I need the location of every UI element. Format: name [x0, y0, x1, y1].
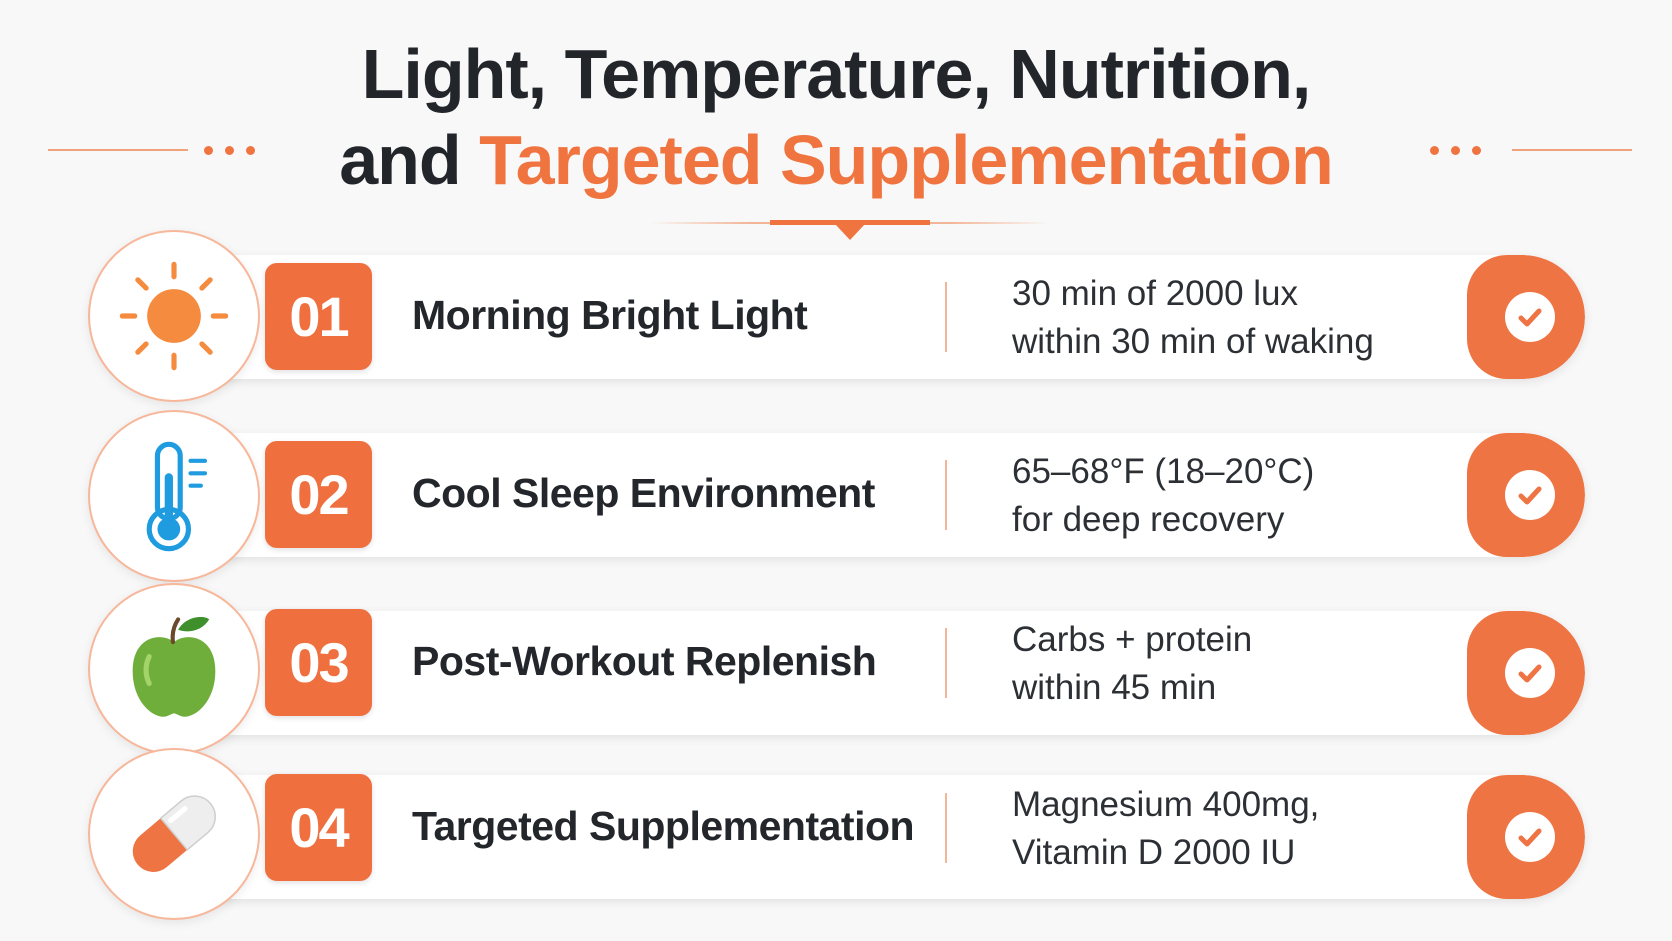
list-item: 01 Morning Bright Light 30 min of 2000 l…	[0, 230, 1672, 402]
item-number: 03	[265, 609, 372, 716]
right-divider-line	[1512, 149, 1632, 151]
page-title-line-1: Light, Temperature, Nutrition,	[361, 35, 1312, 113]
item-title: Targeted Supplementation	[412, 803, 915, 849]
check-tab	[1467, 255, 1585, 379]
header: Light, Temperature, Nutrition, and Targe…	[0, 0, 1672, 240]
item-detail-line1: Magnesium 400mg,	[1012, 785, 1320, 824]
check-icon	[1505, 292, 1555, 342]
item-number: 01	[265, 263, 372, 370]
item-detail-line2: within 30 min of waking	[1012, 322, 1374, 361]
check-icon	[1505, 470, 1555, 520]
item-detail-line1: 65–68°F (18–20°C)	[1012, 452, 1315, 491]
check-icon	[1505, 812, 1555, 862]
capsule-icon	[88, 748, 260, 920]
sun-icon	[88, 230, 260, 402]
item-detail: Magnesium 400mg, Vitamin D 2000 IU	[1012, 781, 1319, 877]
item-card	[200, 775, 1585, 899]
item-card	[200, 433, 1585, 557]
item-detail-line1: Carbs + protein	[1012, 620, 1253, 659]
item-title: Cool Sleep Environment	[412, 470, 875, 516]
item-detail-line1: 30 min of 2000 lux	[1012, 274, 1299, 313]
item-card	[200, 611, 1585, 735]
item-detail: 65–68°F (18–20°C) for deep recovery	[1012, 448, 1314, 544]
item-divider	[945, 460, 947, 530]
left-divider-line	[48, 149, 188, 151]
item-detail-line2: for deep recovery	[1012, 500, 1285, 539]
right-dots	[1430, 141, 1481, 159]
check-tab	[1467, 611, 1585, 735]
item-card	[200, 255, 1585, 379]
item-detail-line2: Vitamin D 2000 IU	[1012, 833, 1296, 872]
item-detail: 30 min of 2000 lux within 30 min of waki…	[1012, 270, 1374, 366]
item-detail-line2: within 45 min	[1012, 668, 1217, 707]
item-divider	[945, 282, 947, 352]
check-tab	[1467, 775, 1585, 899]
page-title-line-2: and Targeted Supplementation	[0, 120, 1672, 200]
check-icon	[1505, 648, 1555, 698]
check-tab	[1467, 433, 1585, 557]
list-item: 04 Targeted Supplementation Magnesium 40…	[0, 748, 1672, 920]
list-item: 03 Post-Workout Replenish Carbs + protei…	[0, 583, 1672, 755]
item-divider	[945, 793, 947, 863]
list-item: 02 Cool Sleep Environment 65–68°F (18–20…	[0, 410, 1672, 582]
thermometer-icon	[88, 410, 260, 582]
title-underline-accent	[770, 220, 930, 225]
item-number: 04	[265, 774, 372, 881]
item-detail: Carbs + protein within 45 min	[1012, 616, 1252, 712]
title-pointer	[835, 224, 865, 240]
left-dots	[204, 141, 255, 159]
item-number: 02	[265, 441, 372, 548]
page-title-prefix: and	[339, 121, 461, 199]
item-divider	[945, 628, 947, 698]
page-title-accent: Targeted Supplementation	[479, 121, 1334, 199]
apple-icon	[88, 583, 260, 755]
item-title: Morning Bright Light	[412, 292, 808, 338]
item-title: Post-Workout Replenish	[412, 638, 877, 684]
